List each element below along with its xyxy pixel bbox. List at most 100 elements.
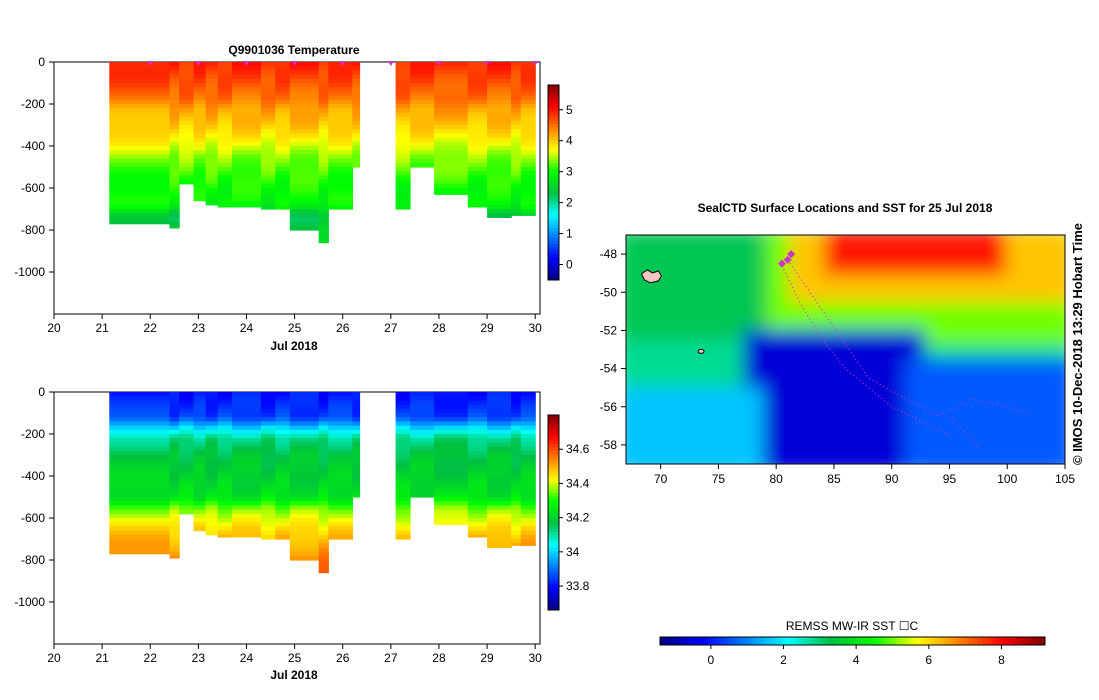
- heatmap-cell: [109, 99, 170, 105]
- heatmap-cell: [217, 62, 233, 67]
- heatmap-cell: [232, 154, 262, 160]
- heatmap-cell: [410, 95, 435, 101]
- heatmap-cell: [275, 125, 291, 130]
- colorbar-segment: [548, 554, 559, 559]
- heatmap-cell: [467, 167, 488, 172]
- heatmap-cell: [328, 459, 353, 464]
- heatmap-cell: [318, 108, 329, 113]
- heatmap-cell: [205, 400, 219, 406]
- heatmap-cell: [109, 522, 170, 527]
- heatmap-cell: [205, 137, 219, 143]
- heatmap-cell: [289, 87, 320, 92]
- heatmap-cell: [205, 146, 219, 151]
- heatmap-cell: [260, 488, 276, 494]
- heatmap-cell: [275, 518, 291, 523]
- heatmap-cell: [260, 400, 276, 406]
- heatmap-cell: [179, 488, 195, 494]
- heatmap-cell: [511, 62, 522, 67]
- heatmap-cell: [410, 99, 435, 105]
- heatmap-cell: [275, 476, 291, 481]
- heatmap-cell: [289, 129, 320, 134]
- heatmap-cell: [520, 162, 536, 168]
- colorbar-segment: [953, 637, 959, 645]
- heatmap-cell: [487, 513, 512, 519]
- heatmap-cell: [511, 87, 522, 92]
- heatmap-cell: [318, 204, 329, 210]
- heatmap-cell: [109, 108, 170, 113]
- heatmap-cell: [275, 150, 291, 155]
- heatmap-cell: [109, 129, 170, 134]
- heatmap-cell: [260, 446, 276, 452]
- heatmap-cell: [260, 66, 276, 71]
- heatmap-cell: [487, 446, 512, 452]
- heatmap-cell: [289, 455, 320, 460]
- heatmap-cell: [232, 78, 262, 84]
- heatmap-cell: [520, 534, 536, 540]
- heatmap-cell: [467, 505, 488, 511]
- colorbar-segment: [968, 637, 974, 645]
- heatmap-cell: [217, 534, 233, 538]
- heatmap-cell: [289, 488, 320, 494]
- heatmap-cell: [289, 425, 320, 431]
- heatmap-cell: [232, 66, 262, 71]
- heatmap-cell: [193, 526, 207, 532]
- heatmap-cell: [352, 429, 361, 435]
- heatmap-cell: [232, 129, 262, 134]
- heatmap-cell: [467, 91, 488, 97]
- heatmap-cell: [205, 154, 219, 160]
- heatmap-cell: [328, 70, 353, 76]
- heatmap-cell: [487, 408, 512, 414]
- heatmap-cell: [511, 78, 522, 84]
- heatmap-cell: [193, 129, 207, 134]
- heatmap-cell: [232, 392, 262, 397]
- colorbar-segment: [548, 143, 559, 148]
- heatmap-cell: [205, 467, 219, 473]
- heatmap-cell: [109, 446, 170, 452]
- y-tick-label: 0: [38, 55, 45, 69]
- heatmap-cell: [410, 133, 435, 139]
- x-tick-label: 27: [384, 651, 398, 665]
- colorbar-segment: [548, 140, 559, 144]
- heatmap-cell: [193, 429, 207, 435]
- heatmap-cell: [328, 442, 353, 448]
- heatmap-cell: [179, 146, 195, 151]
- heatmap-cell: [328, 87, 353, 92]
- heatmap-cell: [193, 87, 207, 92]
- x-tick-label: 23: [192, 651, 206, 665]
- heatmap-cell: [467, 183, 488, 189]
- heatmap-cell: [109, 497, 170, 502]
- heatmap-cell: [289, 480, 320, 485]
- heatmap-cell: [232, 421, 262, 427]
- heatmap-cell: [487, 125, 512, 130]
- heatmap-cell: [511, 83, 522, 88]
- x-tick-label: 22: [144, 651, 158, 665]
- heatmap-cell: [109, 530, 170, 536]
- heatmap-cell: [352, 74, 361, 80]
- heatmap-cell: [193, 421, 207, 427]
- heatmap-cell: [205, 188, 219, 193]
- colorbar-segment: [756, 637, 762, 645]
- heatmap-cell: [109, 62, 170, 67]
- colorbar-segment: [548, 120, 559, 125]
- heatmap-cell: [511, 446, 522, 452]
- heatmap-cell: [328, 467, 353, 473]
- heatmap-cell: [328, 99, 353, 105]
- heatmap-cell: [232, 480, 262, 485]
- colorbar-segment: [548, 480, 559, 484]
- heatmap-cell: [260, 62, 276, 67]
- heatmap-cell: [520, 99, 536, 105]
- heatmap-cell: [467, 484, 488, 490]
- heatmap-cell: [410, 74, 435, 80]
- heatmap-cell: [467, 108, 488, 113]
- heatmap-cell: [260, 509, 276, 515]
- heatmap-cell: [205, 497, 219, 502]
- heatmap-cell: [169, 120, 180, 126]
- colorbar-segment: [548, 535, 559, 539]
- heatmap-cell: [275, 404, 291, 410]
- heatmap-cell: [467, 492, 488, 498]
- heatmap-cell: [352, 463, 361, 469]
- heatmap-cell: [232, 434, 262, 439]
- heatmap-cell: [467, 70, 488, 76]
- x-tick-label: 90: [885, 472, 899, 486]
- heatmap-cell: [109, 150, 170, 155]
